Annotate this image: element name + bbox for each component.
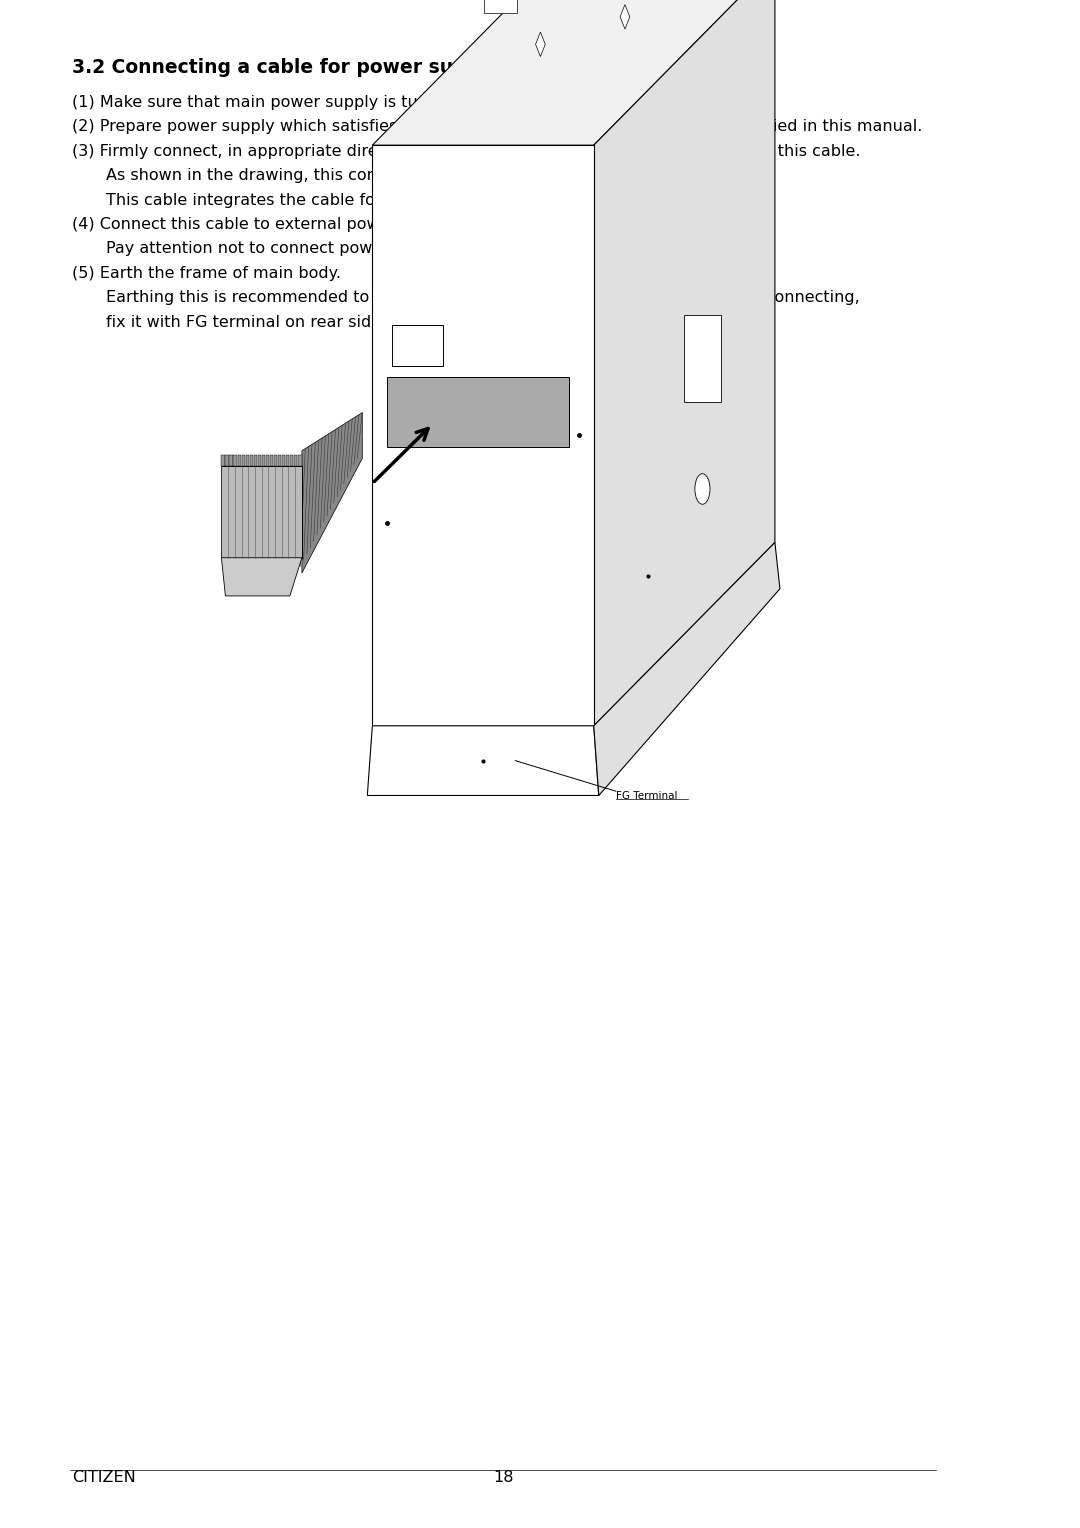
- Text: (4) Connect this cable to external power supply.: (4) Connect this cable to external power…: [72, 217, 458, 232]
- Polygon shape: [249, 455, 253, 466]
- Polygon shape: [388, 377, 568, 448]
- Text: FG Terminal: FG Terminal: [616, 792, 677, 801]
- Polygon shape: [261, 455, 266, 466]
- Polygon shape: [289, 455, 294, 466]
- Polygon shape: [286, 455, 289, 466]
- Polygon shape: [266, 455, 269, 466]
- Polygon shape: [536, 32, 545, 57]
- Polygon shape: [594, 0, 774, 726]
- Polygon shape: [229, 455, 233, 466]
- Polygon shape: [282, 455, 285, 466]
- Polygon shape: [242, 455, 245, 466]
- Text: 3.2 Connecting a cable for power supply and interface: 3.2 Connecting a cable for power supply …: [72, 58, 647, 76]
- Text: CITIZEN: CITIZEN: [72, 1470, 136, 1485]
- Text: (2) Prepare power supply which satisfies the power voltage and current capacity : (2) Prepare power supply which satisfies…: [72, 119, 922, 134]
- Polygon shape: [392, 325, 443, 365]
- Text: fix it with FG terminal on rear side properly.: fix it with FG terminal on rear side pro…: [106, 315, 456, 330]
- Text: Earthing this is recommended to avoid noise and electronic statistic problem. Fo: Earthing this is recommended to avoid no…: [106, 290, 860, 306]
- Polygon shape: [294, 455, 297, 466]
- Polygon shape: [367, 726, 598, 796]
- Polygon shape: [620, 5, 630, 29]
- Text: As shown in the drawing, this connector locates on the rear side of main body.: As shown in the drawing, this connector …: [106, 168, 737, 183]
- Polygon shape: [594, 542, 780, 796]
- Text: 18: 18: [492, 1470, 513, 1485]
- Text: (3) Firmly connect, in appropriate direction, the power supply and the main body: (3) Firmly connect, in appropriate direc…: [72, 144, 861, 159]
- Text: (1) Make sure that main power supply is turned OFF before connecting this cable.: (1) Make sure that main power supply is …: [72, 95, 730, 110]
- Polygon shape: [258, 455, 261, 466]
- Polygon shape: [273, 455, 278, 466]
- Text: Pay attention not to connect power supply cable in reverse polar.: Pay attention not to connect power suppl…: [106, 241, 631, 257]
- Polygon shape: [238, 455, 241, 466]
- Polygon shape: [302, 413, 362, 573]
- Polygon shape: [221, 558, 302, 596]
- Polygon shape: [484, 0, 517, 14]
- Ellipse shape: [694, 474, 710, 504]
- Polygon shape: [245, 455, 249, 466]
- Text: This cable integrates the cable for power supply and the cable for interface.: This cable integrates the cable for powe…: [106, 193, 719, 208]
- Polygon shape: [221, 455, 225, 466]
- Polygon shape: [685, 315, 720, 402]
- Polygon shape: [278, 455, 282, 466]
- Polygon shape: [373, 145, 594, 726]
- Polygon shape: [233, 455, 238, 466]
- Polygon shape: [221, 466, 302, 558]
- Text: (5) Earth the frame of main body.: (5) Earth the frame of main body.: [72, 266, 341, 281]
- Polygon shape: [254, 455, 257, 466]
- Polygon shape: [226, 455, 229, 466]
- Polygon shape: [270, 455, 273, 466]
- Polygon shape: [298, 455, 301, 466]
- Polygon shape: [373, 0, 774, 145]
